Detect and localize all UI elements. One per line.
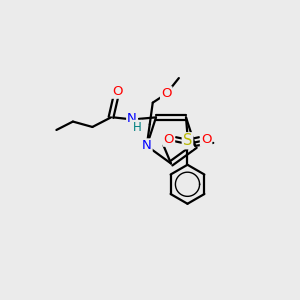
Text: S: S — [183, 133, 192, 148]
Text: O: O — [161, 87, 172, 100]
Text: O: O — [164, 133, 174, 146]
Text: O: O — [112, 85, 122, 98]
Text: O: O — [201, 133, 211, 146]
Text: N: N — [127, 112, 137, 125]
Text: H: H — [133, 121, 142, 134]
Text: N: N — [142, 140, 152, 152]
